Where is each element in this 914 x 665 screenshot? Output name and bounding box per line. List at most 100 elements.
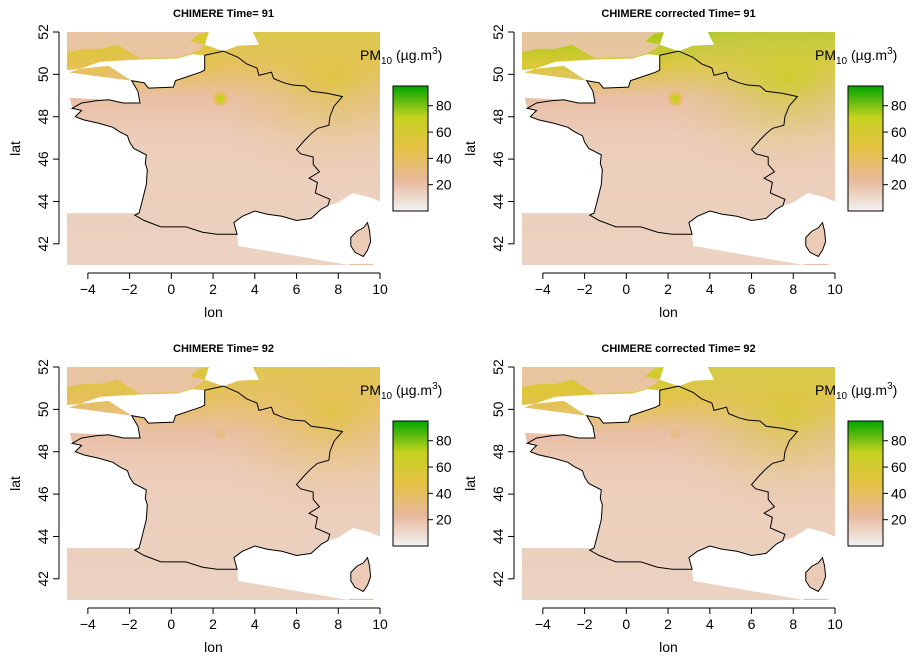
atlantic-sea bbox=[522, 85, 603, 214]
colorbar-tick-label: 60 bbox=[436, 459, 452, 475]
north-sea bbox=[659, 32, 714, 52]
sardinia-land bbox=[803, 598, 829, 600]
x-tick-label: 2 bbox=[209, 616, 217, 632]
x-tick-label: 2 bbox=[664, 281, 672, 297]
y-tick-label: 48 bbox=[490, 444, 506, 460]
colorbar-bar bbox=[847, 85, 884, 212]
colorbar-tick-label: 40 bbox=[891, 150, 907, 166]
x-axis-label: lon bbox=[659, 304, 678, 320]
france-border bbox=[70, 50, 344, 235]
y-tick-label: 42 bbox=[490, 236, 506, 252]
colorbar-tick-label: 80 bbox=[436, 98, 452, 114]
y-tick-label: 50 bbox=[490, 401, 506, 417]
corsica-land bbox=[805, 557, 826, 592]
legend-title-sup: 3 bbox=[887, 46, 893, 57]
uk-land bbox=[522, 367, 664, 394]
paris-hotspot bbox=[216, 95, 224, 103]
legend-title-close: ) bbox=[438, 382, 443, 398]
x-tick-label: 6 bbox=[748, 281, 756, 297]
panel-title: CHIMERE corrected Time= 91 bbox=[601, 8, 755, 20]
legend-title: PM10 (µg.m3) bbox=[360, 46, 442, 67]
colorbar: 20 40 60 80 bbox=[847, 85, 907, 212]
x-axis: −4 −2 0 2 4 6 8 10 lon bbox=[80, 607, 388, 655]
legend-title-sub: 10 bbox=[381, 391, 393, 402]
mediterranean-sea bbox=[233, 193, 380, 265]
corsica-land bbox=[350, 222, 371, 257]
y-tick-label: 46 bbox=[490, 151, 506, 167]
colorbar-tick-label: 20 bbox=[891, 177, 907, 193]
x-tick-label: 2 bbox=[664, 616, 672, 632]
map-panel-2: CHIMERE corrected Time= 91−4 −2 0 2 4 6 8 10lon… bbox=[462, 8, 907, 320]
colorbar-tick-label: 40 bbox=[436, 150, 452, 166]
mediterranean-sea bbox=[688, 193, 835, 265]
corsica-border bbox=[350, 556, 372, 593]
legend-title-sup: 3 bbox=[432, 381, 438, 392]
uk-land bbox=[522, 32, 664, 59]
paris-hotspot bbox=[670, 428, 681, 439]
colorbar: 20 40 60 80 bbox=[392, 420, 452, 547]
x-tick-label: −2 bbox=[122, 616, 138, 632]
x-tick-label: 2 bbox=[209, 281, 217, 297]
legend-title-sup: 3 bbox=[432, 46, 438, 57]
legend-title-close: ) bbox=[893, 47, 898, 63]
x-axis: −4 −2 0 2 4 6 8 10 lon bbox=[535, 607, 843, 655]
y-tick-label: 52 bbox=[490, 359, 506, 375]
y-axis-label: lat bbox=[462, 476, 478, 491]
legend-title-units: (µg.m bbox=[847, 47, 887, 63]
y-axis: 42 44 46 48 50 52 lat bbox=[7, 24, 60, 252]
y-tick-label: 44 bbox=[490, 193, 506, 209]
paris-hotspot bbox=[215, 428, 226, 439]
north-sea bbox=[659, 367, 714, 387]
y-tick-label: 42 bbox=[490, 571, 506, 587]
x-axis: −4 −2 0 2 4 6 8 10 lon bbox=[80, 272, 388, 320]
colorbar-tick-label: 60 bbox=[891, 459, 907, 475]
corsica-border bbox=[350, 221, 372, 258]
y-tick-label: 44 bbox=[490, 528, 506, 544]
y-tick-label: 46 bbox=[490, 486, 506, 502]
map-area bbox=[67, 367, 380, 600]
y-tick-label: 46 bbox=[35, 486, 51, 502]
x-axis: −4 −2 0 2 4 6 8 10 lon bbox=[535, 272, 843, 320]
x-tick-label: 4 bbox=[251, 616, 259, 632]
y-tick-label: 42 bbox=[35, 236, 51, 252]
x-tick-label: 4 bbox=[706, 616, 714, 632]
uk-land bbox=[67, 32, 209, 59]
y-tick-label: 52 bbox=[35, 24, 51, 40]
france-border bbox=[70, 385, 344, 570]
legend-title-close: ) bbox=[438, 47, 443, 63]
colorbar-tick-label: 20 bbox=[891, 512, 907, 528]
x-tick-label: 6 bbox=[748, 616, 756, 632]
x-tick-label: 0 bbox=[622, 616, 630, 632]
x-tick-label: 8 bbox=[334, 281, 342, 297]
x-tick-label: −4 bbox=[80, 616, 96, 632]
france-border bbox=[525, 50, 799, 235]
map-area bbox=[67, 32, 380, 265]
x-tick-label: 4 bbox=[706, 281, 714, 297]
sardinia-land bbox=[803, 263, 829, 265]
colorbar-tick-label: 80 bbox=[891, 98, 907, 114]
channel-west bbox=[67, 72, 140, 103]
panel-title: CHIMERE Time= 91 bbox=[173, 8, 274, 20]
y-tick-label: 52 bbox=[35, 359, 51, 375]
legend-title: PM10 (µg.m3) bbox=[360, 381, 442, 402]
x-tick-label: 10 bbox=[827, 281, 843, 297]
legend-title-units: (µg.m bbox=[847, 382, 887, 398]
y-axis: 42 44 46 48 50 52 lat bbox=[7, 359, 60, 587]
colorbar: 20 40 60 80 bbox=[392, 85, 452, 212]
sardinia-land bbox=[348, 598, 374, 600]
map-area bbox=[522, 367, 835, 600]
y-tick-label: 52 bbox=[490, 24, 506, 40]
corsica-border bbox=[805, 556, 827, 593]
legend-title-sub: 10 bbox=[836, 391, 848, 402]
english-channel bbox=[67, 389, 205, 424]
x-tick-label: 8 bbox=[334, 616, 342, 632]
x-tick-label: −4 bbox=[80, 281, 96, 297]
map-panel-4: CHIMERE corrected Time= 92−4 −2 0 2 4 6 8 10lon… bbox=[462, 343, 907, 655]
uk-land bbox=[67, 367, 209, 394]
legend-title-close: ) bbox=[893, 382, 898, 398]
legend-title-main: PM bbox=[360, 47, 381, 63]
y-axis-label: lat bbox=[7, 141, 23, 156]
map-panel-1: CHIMERE Time= 91−4 −2 0 2 4 6 8 10lon4244464850… bbox=[7, 8, 452, 320]
x-tick-label: −2 bbox=[577, 281, 593, 297]
